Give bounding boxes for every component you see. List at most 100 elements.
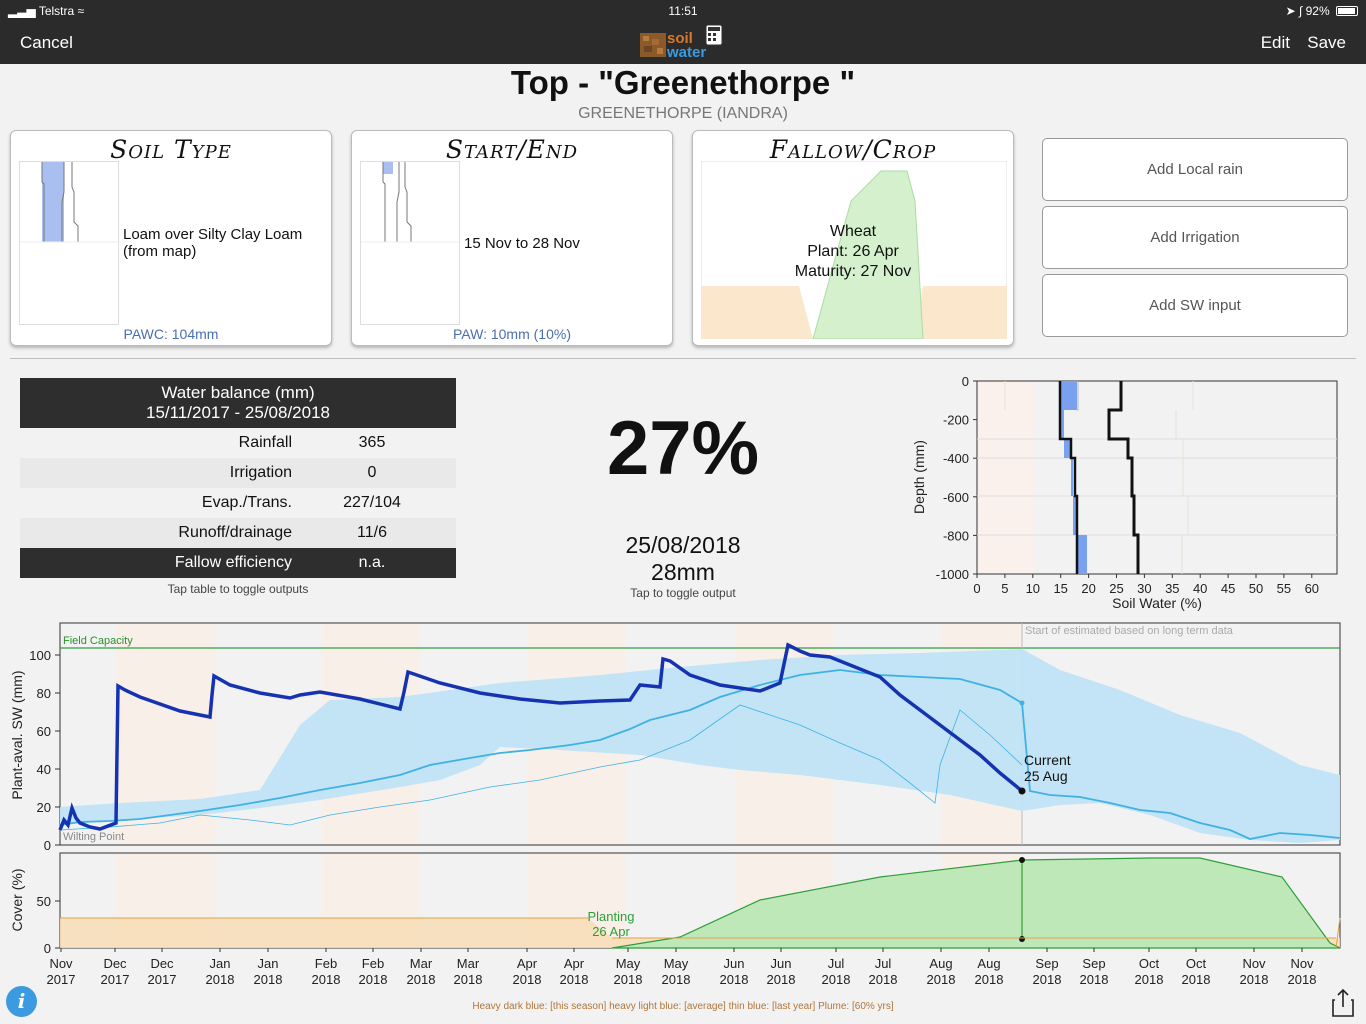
x-tick-month: Nov xyxy=(1290,956,1314,971)
current-date-label: 25 Aug xyxy=(1024,768,1068,784)
x-tick-year: 2018 xyxy=(927,972,956,987)
x-tick-year: 2017 xyxy=(101,972,130,987)
table-row: Irrigation 0 xyxy=(20,458,456,488)
card-heading: Soil Type xyxy=(110,135,232,164)
x-tick-year: 2017 xyxy=(148,972,177,987)
fallow-crop-card[interactable]: Fallow/Crop Wheat Plant: 26 Apr Maturity… xyxy=(692,130,1014,346)
profile-x-tick-label: 60 xyxy=(1305,581,1319,596)
sw-y-tick-label: 20 xyxy=(37,800,51,815)
profile-y-tick-label: -600 xyxy=(943,490,969,505)
soil-type-text: Loam over Silty Clay Loam (from map) xyxy=(123,226,303,260)
x-tick-year: 2018 xyxy=(560,972,589,987)
profile-x-tick-label: 55 xyxy=(1277,581,1291,596)
x-tick-year: 2018 xyxy=(359,972,388,987)
x-tick-year: 2018 xyxy=(407,972,436,987)
summary-values[interactable]: 25/08/2018 28mm xyxy=(540,532,826,586)
cancel-button[interactable]: Cancel xyxy=(20,33,73,52)
save-button[interactable]: Save xyxy=(1307,33,1346,52)
x-tick-year: 2017 xyxy=(47,972,76,987)
x-tick-year: 2018 xyxy=(614,972,643,987)
x-tick-year: 2018 xyxy=(869,972,898,987)
x-tick-year: 2018 xyxy=(662,972,691,987)
page-title: Top - "Greenethorpe " xyxy=(510,64,856,101)
soil-type-card[interactable]: Soil Type Loam over Silty Clay Loam (fro… xyxy=(10,130,332,346)
sw-percent[interactable]: 27% xyxy=(606,406,760,491)
water-balance-table[interactable]: Water balance (mm) 15/11/2017 - 25/08/20… xyxy=(20,378,456,596)
x-tick-year: 2018 xyxy=(206,972,235,987)
output-toggle-hint: Tap to toggle output xyxy=(630,586,736,600)
profile-x-tick-label: 50 xyxy=(1249,581,1263,596)
bluetooth-icon: ∫ xyxy=(1298,4,1303,18)
profile-x-tick-label: 30 xyxy=(1137,581,1151,596)
card-heading: Fallow/Crop xyxy=(769,135,937,164)
add-local-rain-button[interactable]: Add Local rain xyxy=(1042,138,1348,201)
profile-x-tick-label: 5 xyxy=(1001,581,1008,596)
table-row: Fallow efficiency n.a. xyxy=(20,548,456,578)
x-tick-month: Jan xyxy=(210,956,231,971)
x-tick-month: Mar xyxy=(410,956,433,971)
crop-thumbnail xyxy=(701,161,1007,339)
table-toggle-hint: Tap table to toggle outputs xyxy=(167,582,309,596)
crop-name: Wheat xyxy=(829,223,877,240)
edit-button[interactable]: Edit xyxy=(1260,33,1290,52)
profile-x-tick-label: 0 xyxy=(973,581,980,596)
x-tick-year: 2018 xyxy=(454,972,483,987)
water-balance-period: 15/11/2017 - 25/08/2018 xyxy=(145,403,330,422)
table-row: Evap./Trans. 227/104 xyxy=(201,494,401,511)
x-tick-month: May xyxy=(616,956,641,971)
x-tick-year: 2018 xyxy=(1240,972,1269,987)
x-tick-month: Feb xyxy=(315,956,337,971)
battery-icon xyxy=(1336,6,1358,16)
maturity-date: Maturity: 27 Nov xyxy=(794,263,912,280)
sw-y-tick-label: 60 xyxy=(37,724,51,739)
x-tick-month: Sep xyxy=(1035,956,1058,971)
sw-y-tick-label: 40 xyxy=(37,762,51,777)
share-button[interactable] xyxy=(1330,988,1356,1018)
water-balance-title: Water balance (mm) xyxy=(161,383,315,402)
x-tick-month: Aug xyxy=(929,956,952,971)
battery-percent: 92% xyxy=(1305,4,1330,18)
section-divider xyxy=(10,358,1356,359)
x-tick-month: Apr xyxy=(517,956,538,971)
x-tick-month: Jun xyxy=(771,956,792,971)
app-logo: soil water xyxy=(638,24,726,61)
x-tick-year: 2018 xyxy=(822,972,851,987)
add-sw-input-button[interactable]: Add SW input xyxy=(1042,274,1348,337)
x-tick-month: Apr xyxy=(564,956,585,971)
status-bar: ▂▃▅ Telstra ≈ 11:51 ➤ ∫ 92% xyxy=(0,0,1366,22)
profile-x-tick-label: 10 xyxy=(1026,581,1040,596)
chart-legend: Heavy dark blue: [this season] heavy lig… xyxy=(472,1001,894,1012)
cover-y-tick-label: 50 xyxy=(37,894,51,909)
add-irrigation-button[interactable]: Add Irrigation xyxy=(1042,206,1348,269)
x-tick-year: 2018 xyxy=(312,972,341,987)
profile-x-label: Soil Water (%) xyxy=(1112,595,1202,611)
x-tick-month: Nov xyxy=(49,956,73,971)
x-tick-month: Oct xyxy=(1186,956,1207,971)
x-tick-month: Aug xyxy=(977,956,1000,971)
soil-water-chart: Field Capacity Wilting Point Start of es… xyxy=(9,622,1341,987)
x-tick-year: 2018 xyxy=(513,972,542,987)
start-end-card[interactable]: Start/End 15 Nov to 28 Nov PAW: 10mm (10… xyxy=(351,130,673,346)
sw-y-tick-label: 100 xyxy=(29,648,51,663)
plant-date: Plant: 26 Apr xyxy=(807,243,899,260)
x-tick-month: Jul xyxy=(828,956,845,971)
x-tick-month: Nov xyxy=(1242,956,1266,971)
profile-x-tick-label: 40 xyxy=(1193,581,1207,596)
profile-y-label: Depth (mm) xyxy=(911,440,927,514)
summary-amount: 28mm xyxy=(651,559,715,585)
planting-label: Planting xyxy=(588,909,635,924)
share-icon xyxy=(1332,988,1354,1017)
soil-profile-chart: 0 -200 -400 -600 -800 -1000 0 5 10 15 20 25 30 35 40 4… xyxy=(911,374,1338,611)
cover-y-label: Cover (%) xyxy=(9,868,25,931)
info-button[interactable]: i xyxy=(6,986,37,1017)
sw-y-label: Plant-aval. SW (mm) xyxy=(9,670,25,799)
profile-x-tick-label: 35 xyxy=(1165,581,1179,596)
table-row: Runoff/drainage 11/6 xyxy=(20,518,456,548)
profile-x-tick-label: 45 xyxy=(1221,581,1235,596)
pawc-label: PAWC: 104mm xyxy=(123,326,219,342)
profile-y-tick-label: -400 xyxy=(943,451,969,466)
x-tick-month: Jan xyxy=(258,956,279,971)
x-tick-year: 2018 xyxy=(720,972,749,987)
profile-y-tick-label: -1000 xyxy=(936,567,969,582)
profile-y-tick-label: -800 xyxy=(943,528,969,543)
